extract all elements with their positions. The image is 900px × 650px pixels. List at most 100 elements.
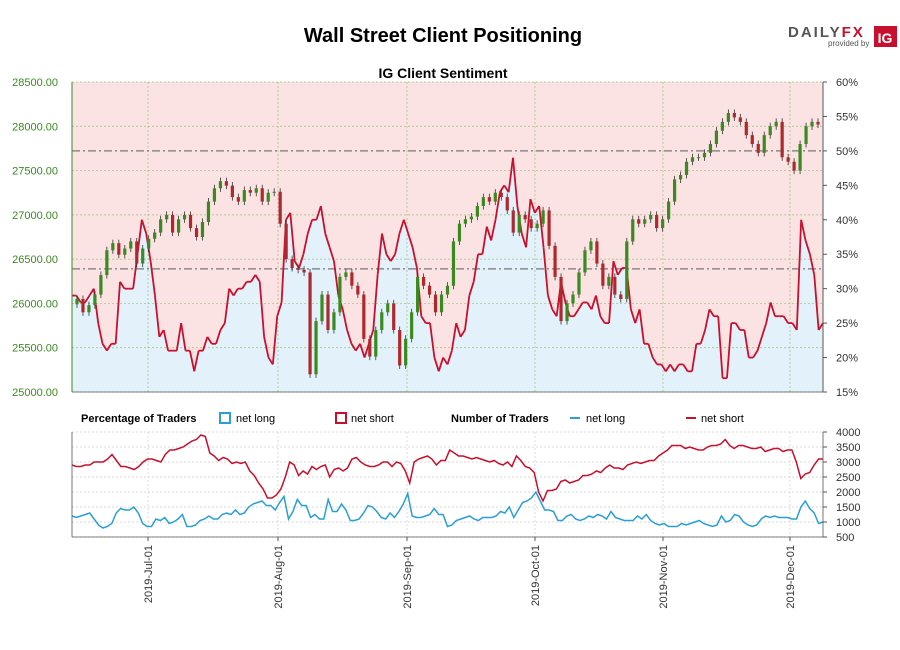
- sentiment-line-segment: [101, 343, 108, 352]
- candle-body: [517, 214, 521, 233]
- date-tick-label: 2019-Dec-01: [785, 545, 797, 609]
- pct-tick-label: 25%: [836, 318, 858, 330]
- candle-body: [439, 294, 444, 313]
- candle-body: [649, 214, 653, 220]
- candle-body: [165, 214, 169, 220]
- candle-body: [194, 228, 199, 237]
- sentiment-line-segment: [420, 315, 427, 324]
- candle-body: [696, 157, 701, 159]
- candle-body: [188, 214, 193, 229]
- sentiment-line-segment: [429, 322, 436, 358]
- sentiment-line-segment: [389, 253, 396, 262]
- ig-logo-box: [874, 26, 897, 47]
- candle-body: [655, 214, 659, 229]
- candle-body: [732, 113, 736, 118]
- candle-body: [212, 188, 217, 202]
- sentiment-line-segment: [765, 302, 772, 324]
- candle-body: [433, 294, 438, 313]
- candle-body: [308, 272, 312, 375]
- sentiment-line-segment: [141, 219, 148, 234]
- sentiment-line-segment: [691, 343, 698, 372]
- sentiment-line-segment: [385, 253, 392, 262]
- candle-body: [702, 152, 707, 158]
- candle-body: [421, 276, 426, 286]
- traders-tick-label: 3500: [836, 442, 860, 454]
- candle-body: [667, 201, 671, 220]
- sentiment-line-segment: [433, 357, 440, 372]
- sentiment-line-segment: [726, 323, 733, 379]
- candle-body: [750, 135, 754, 144]
- candle-body: [81, 299, 85, 313]
- sentiment-line-segment: [363, 343, 370, 358]
- sentiment-line-segment: [189, 350, 196, 372]
- chart-title: Wall Street Client Positioning: [304, 25, 582, 47]
- sentiment-line-segment: [525, 199, 532, 248]
- sentiment-line-segment: [804, 240, 811, 255]
- candle-body: [762, 135, 766, 153]
- pct-tick-label: 40%: [836, 215, 858, 227]
- sentiment-line-segment: [106, 343, 113, 352]
- pct-tick-label: 30%: [836, 284, 858, 296]
- candle-body: [350, 272, 354, 286]
- sentiment-line-segment: [254, 274, 261, 283]
- candle-body: [499, 192, 503, 198]
- sentiment-line-segment: [704, 309, 711, 331]
- sentiment-line-segment: [468, 281, 475, 296]
- sentiment-line-segment: [673, 363, 680, 372]
- candle-body: [571, 294, 575, 304]
- sentiment-line-segment: [472, 254, 479, 282]
- legend-pct-heading: Percentage of Traders: [81, 413, 197, 425]
- sentiment-line-segment: [250, 274, 257, 283]
- candle-body: [129, 241, 133, 249]
- sentiment-line-segment: [595, 295, 602, 317]
- logo-brand-dailyfx: DAILYFX: [788, 24, 865, 41]
- pct-tick-label: 55%: [836, 111, 858, 123]
- sentiment-line-segment: [485, 226, 493, 241]
- candle-body: [547, 210, 551, 246]
- candle-body: [290, 259, 294, 268]
- traders-tick-label: 2000: [836, 487, 860, 499]
- sentiment-line-segment: [324, 233, 331, 248]
- sentiment-line-segment: [494, 192, 501, 220]
- sentiment-line-segment: [708, 308, 715, 317]
- sentiment-line-segment: [315, 205, 322, 221]
- candle-body: [410, 312, 414, 339]
- candle-body: [744, 121, 748, 136]
- legend-pct-long-swatch: [219, 412, 231, 424]
- candle-body: [451, 241, 456, 286]
- candle-body: [260, 188, 264, 202]
- traders-series-net-short: [71, 434, 823, 503]
- candle-body: [159, 219, 163, 233]
- sentiment-line-segment: [782, 315, 789, 324]
- legend-pct-long: net long: [236, 413, 275, 425]
- short-band: [72, 82, 823, 379]
- candle-body: [284, 223, 288, 260]
- legend-pct-short-swatch: [335, 412, 347, 424]
- sentiment-line-segment: [455, 322, 462, 338]
- candle-body: [475, 206, 479, 217]
- sentiment-line-segment: [319, 205, 327, 234]
- sentiment-line-segment: [450, 322, 458, 351]
- traders-tick-label: 2500: [836, 472, 860, 484]
- sentiment-line-segment: [617, 267, 623, 276]
- candle-body: [123, 248, 127, 255]
- candle-body: [242, 190, 246, 202]
- candle-body: [153, 232, 157, 239]
- sentiment-line-segment: [328, 247, 335, 262]
- sentiment-line-segment: [586, 301, 593, 310]
- pct-tick-label: 45%: [836, 180, 858, 192]
- sentiment-line-segment: [202, 336, 209, 351]
- candle-body: [607, 276, 611, 286]
- candle-body: [565, 303, 569, 322]
- candle-body: [672, 179, 677, 202]
- sentiment-line-segment: [394, 233, 401, 255]
- sentiment-line-segment: [381, 233, 388, 255]
- candle-body: [111, 243, 115, 251]
- candle-body: [368, 338, 372, 357]
- sentiment-line-segment: [162, 329, 169, 351]
- candle-body: [457, 223, 462, 242]
- candle-body: [302, 269, 306, 273]
- sentiment-line-segment: [795, 219, 803, 331]
- sentiment-line-segment: [717, 316, 724, 379]
- candle-body: [362, 294, 366, 339]
